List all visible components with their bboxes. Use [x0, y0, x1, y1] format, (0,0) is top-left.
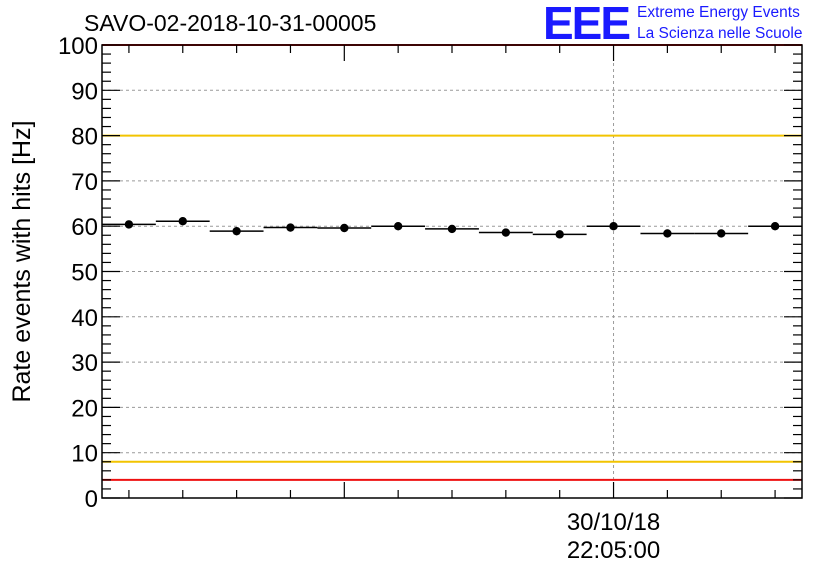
- data-point: [124, 220, 134, 229]
- y-tick-label: 10: [71, 441, 98, 468]
- reference-lines: [102, 44, 802, 481]
- y-tick-label: 100: [58, 33, 98, 60]
- y-tick-label: 0: [85, 486, 98, 513]
- data-points: [102, 217, 802, 239]
- logo-line-1: Extreme Energy Events: [637, 4, 800, 21]
- eee-logo: EEE Extreme Energy Events La Scienza nel…: [543, 0, 833, 48]
- data-point: [770, 222, 780, 231]
- data-point: [340, 223, 349, 233]
- x-tick-date: 30/10/18: [567, 509, 660, 536]
- data-point: [286, 223, 295, 232]
- y-tick-label: 80: [71, 124, 98, 151]
- tick-labels: 010203040506070809010030/10/1822:05:0030…: [58, 33, 660, 564]
- data-point: [178, 217, 187, 226]
- y-tick-label: 70: [71, 169, 98, 196]
- eee-logo-mark: EEE: [543, 0, 631, 49]
- y-axis-label: Rate events with hits [Hz]: [8, 120, 36, 402]
- y-tick-label: 20: [71, 395, 98, 422]
- data-point: [232, 226, 241, 236]
- axis-ticks: [102, 44, 802, 499]
- data-point: [663, 229, 672, 238]
- data-point: [393, 222, 403, 231]
- data-point: [609, 222, 618, 231]
- y-tick-label: 60: [71, 214, 98, 241]
- data-point: [501, 228, 511, 237]
- grid-lines: [102, 45, 802, 498]
- data-point: [555, 230, 564, 239]
- y-tick-label: 40: [71, 305, 98, 332]
- x-tick-time: 22:05:00: [567, 537, 660, 564]
- y-tick-label: 30: [71, 350, 98, 377]
- logo-line-2: La Scienza nelle Scuole: [637, 25, 803, 42]
- data-point: [717, 229, 726, 238]
- data-point: [447, 224, 457, 234]
- run-title: SAVO-02-2018-10-31-00005: [84, 10, 377, 36]
- y-tick-label: 90: [71, 78, 98, 105]
- y-tick-label: 50: [71, 260, 98, 287]
